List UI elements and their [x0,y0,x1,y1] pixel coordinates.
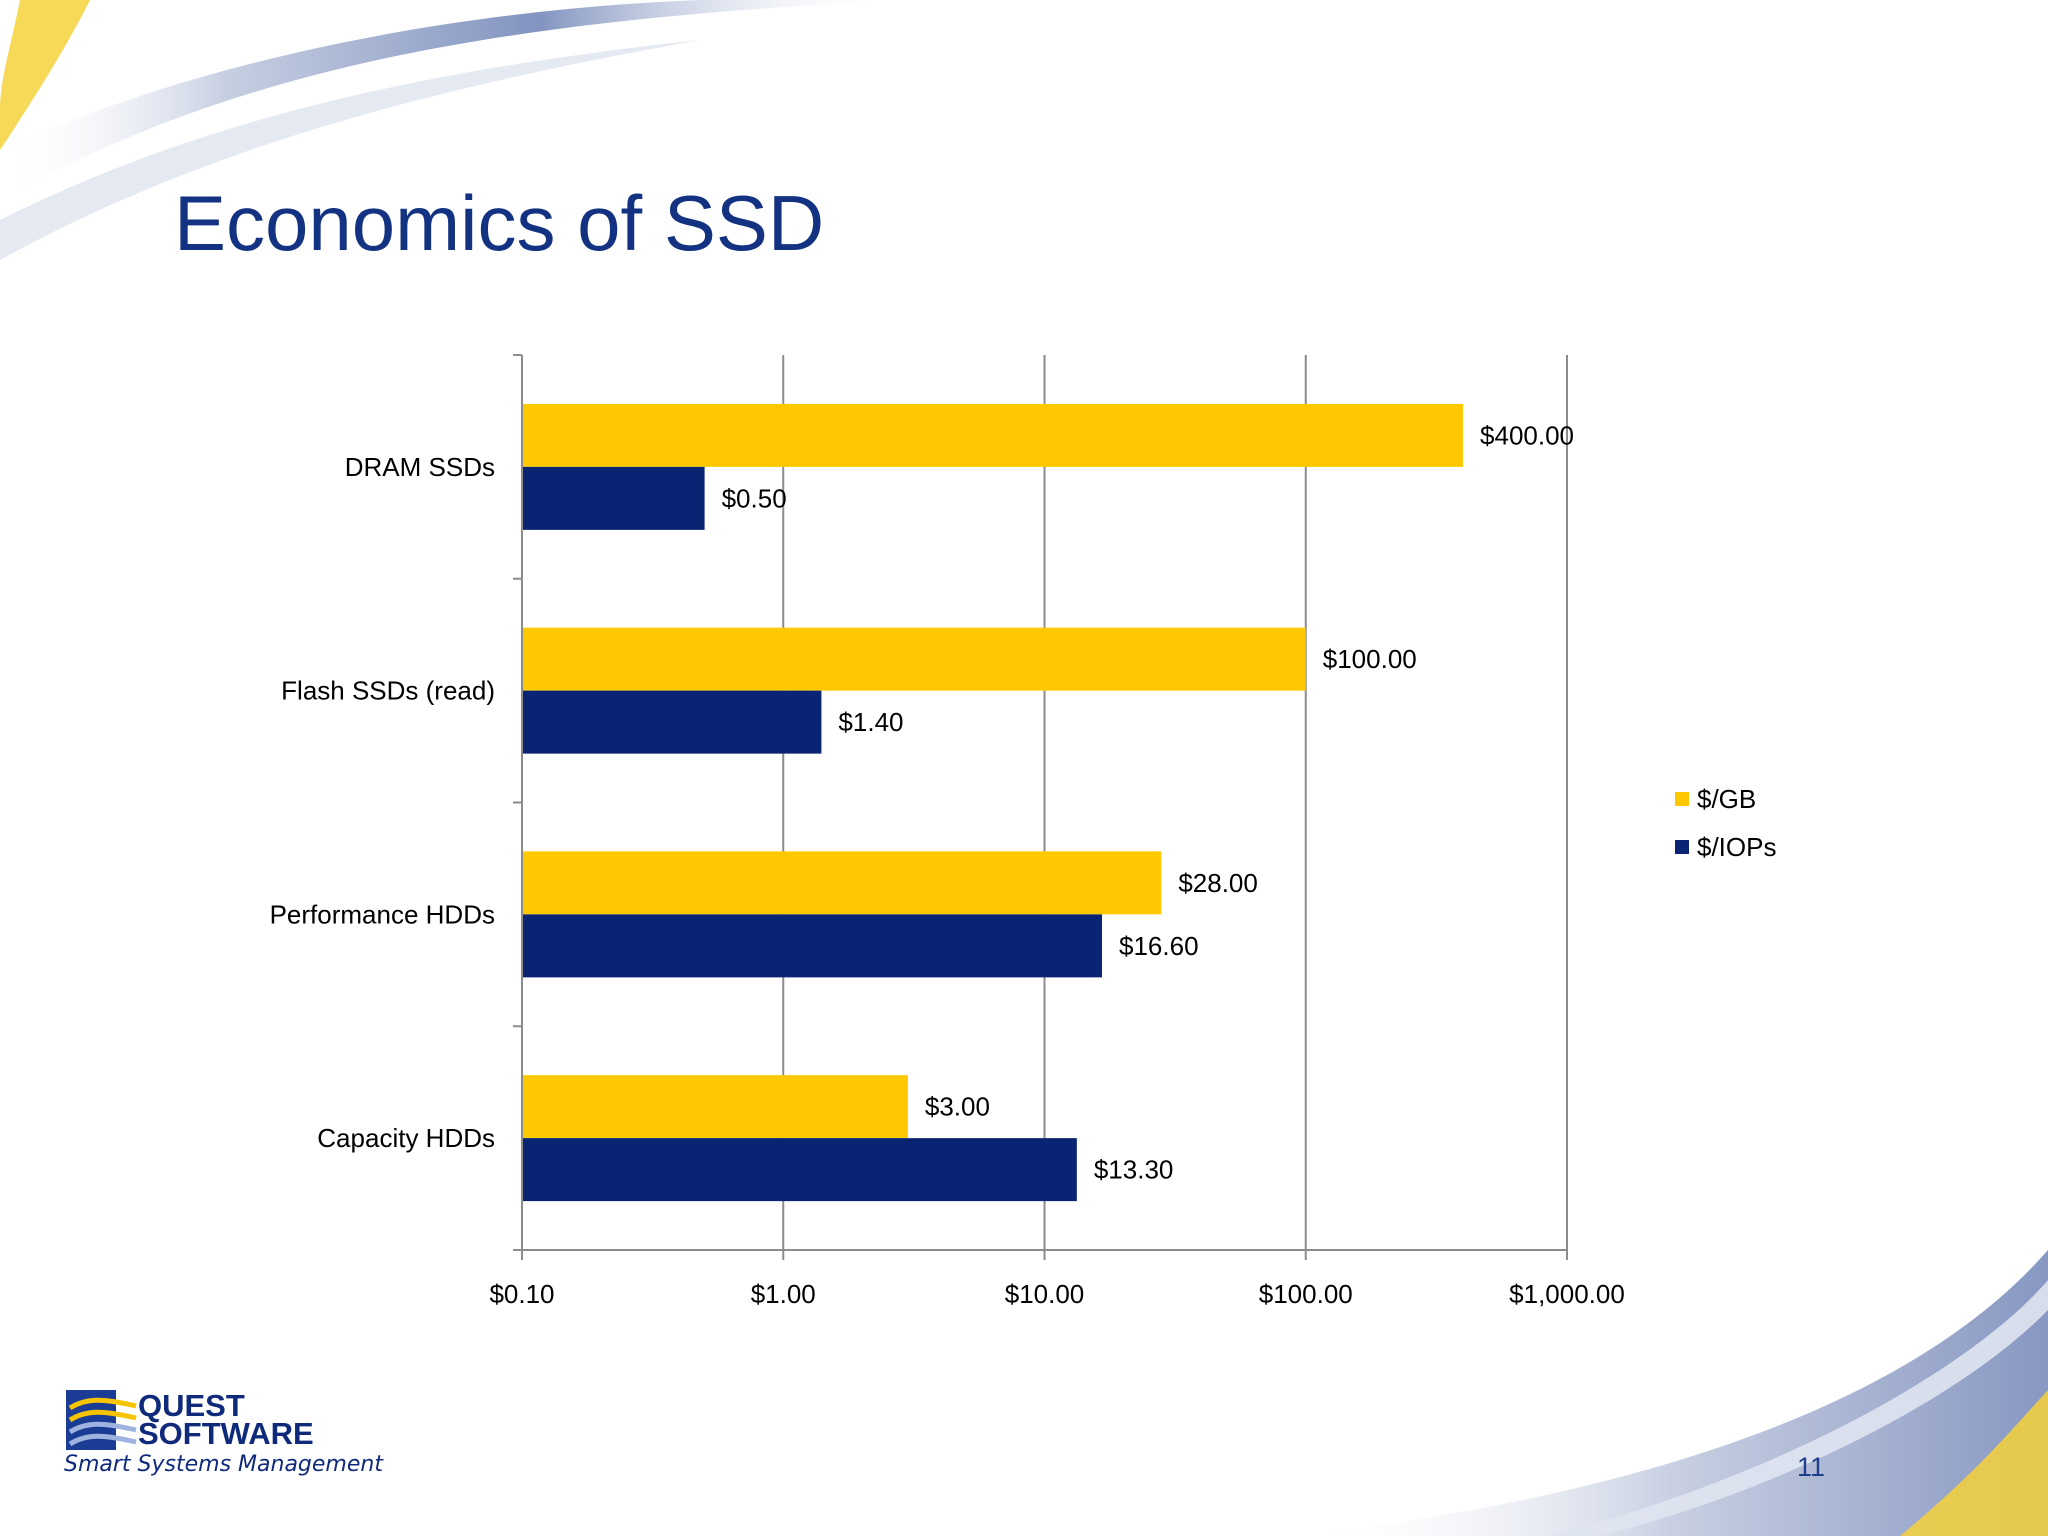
logo-mark-icon [66,1390,137,1450]
x-tick-label: $100.00 [1259,1279,1353,1309]
x-tick-label: $1.00 [751,1279,816,1309]
x-tick-label: $10.00 [1005,1279,1085,1309]
bar [523,403,1464,467]
category-label: Flash SSDs (read) [281,676,495,706]
legend-swatch [1675,792,1689,806]
bar [523,1075,908,1139]
data-label: $100.00 [1323,644,1417,674]
data-label: $16.60 [1119,931,1199,961]
data-label: $400.00 [1480,420,1574,450]
data-label: $13.30 [1094,1155,1174,1185]
x-tick-label: $0.10 [489,1279,554,1309]
swoosh-top-yellow [0,0,90,150]
data-label: $28.00 [1178,868,1258,898]
bar [523,690,822,754]
swoosh-bottom-yellow [1900,1390,2048,1536]
bar [523,851,1162,915]
data-label: $1.40 [838,707,903,737]
bar [523,466,705,530]
category-label: DRAM SSDs [345,452,495,482]
bar [523,627,1306,691]
company-logo: QUEST SOFTWARE Smart Systems Management [62,1384,392,1484]
x-tick-label: $1,000.00 [1509,1279,1625,1309]
category-label: Performance HDDs [270,899,495,929]
page-number: 11 [1797,1452,1826,1482]
bar [523,1138,1077,1202]
slide-title: Economics of SSD [174,179,825,267]
legend-swatch [1675,840,1689,854]
logo-tagline: Smart Systems Management [64,1452,383,1477]
bar [523,914,1103,978]
swoosh-top-blue [0,0,900,200]
logo-text-line2: SOFTWARE [138,1416,314,1451]
category-label: Capacity HDDs [317,1123,495,1153]
swoosh-bottom-blue [1300,1250,2048,1536]
logo-text-line1: QUEST [138,1388,245,1423]
data-label: $3.00 [925,1092,990,1122]
data-label: $0.50 [722,483,787,513]
legend-label: $/GB [1697,784,1756,814]
legend-label: $/IOPs [1697,832,1776,862]
